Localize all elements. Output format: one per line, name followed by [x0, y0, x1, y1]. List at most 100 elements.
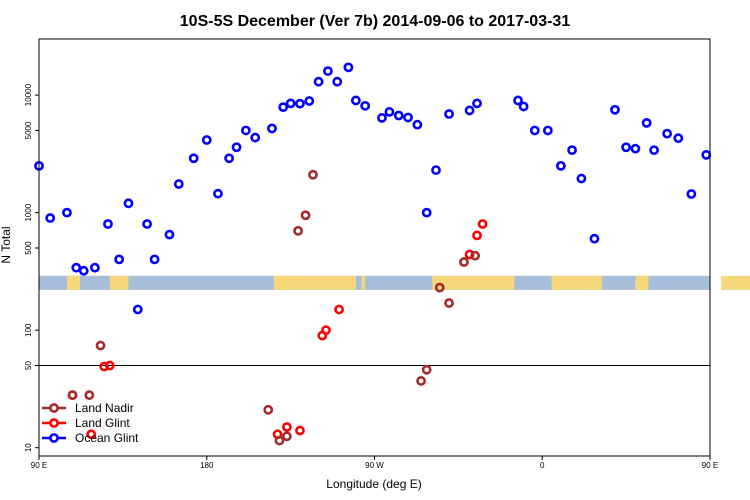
data-point	[472, 230, 482, 241]
series-land-glint	[67, 219, 488, 440]
data-point	[673, 133, 684, 144]
y-tick-label: 100	[24, 323, 33, 337]
map-land	[551, 275, 602, 290]
data-point	[300, 210, 311, 221]
data-point	[431, 165, 441, 176]
data-point	[421, 207, 432, 218]
data-point	[576, 173, 587, 184]
data-point	[464, 105, 475, 116]
data-point	[555, 160, 566, 171]
map-land	[361, 275, 366, 290]
data-point	[142, 219, 153, 229]
y-axis: 10 50 100 500 1000 5000 10000	[24, 83, 39, 452]
y-tick-label: 500	[24, 241, 33, 255]
data-point	[308, 169, 318, 180]
data-point	[464, 249, 475, 260]
data-point	[201, 135, 212, 145]
data-point	[384, 106, 395, 117]
data-point	[104, 360, 115, 371]
data-point	[293, 225, 303, 236]
map-land	[635, 275, 649, 290]
data-point	[149, 254, 160, 265]
y-tick-label: 50	[24, 361, 33, 370]
data-point	[444, 109, 454, 119]
data-point	[649, 145, 659, 156]
data-point	[444, 298, 454, 308]
x-tick-label: 180	[200, 461, 214, 470]
data-point	[123, 198, 134, 209]
data-point	[213, 188, 223, 199]
data-point	[321, 325, 331, 336]
data-point	[529, 125, 540, 136]
data-point	[542, 125, 553, 136]
x-tick-label: 0	[540, 461, 545, 470]
data-point	[90, 262, 100, 273]
data-point	[274, 435, 285, 446]
data-point	[630, 143, 641, 154]
data-point	[281, 422, 292, 432]
map-land	[66, 275, 81, 290]
data-point	[472, 98, 482, 109]
data-point	[343, 62, 354, 73]
x-axis-label: Longitude (deg E)	[326, 477, 421, 491]
data-point	[67, 390, 78, 401]
map-land	[273, 275, 356, 290]
data-point	[434, 282, 445, 293]
data-point	[350, 95, 361, 106]
data-point	[295, 425, 305, 436]
data-point	[412, 119, 423, 130]
data-point	[332, 76, 343, 87]
chart-title: 10S-5S December (Ver 7b) 2014-09-06 to 2…	[180, 13, 571, 30]
data-point	[403, 112, 413, 123]
data-point	[513, 95, 523, 106]
data-point	[323, 66, 333, 76]
data-point	[99, 361, 110, 372]
data-point	[641, 117, 652, 128]
data-point	[164, 229, 175, 240]
data-point	[518, 101, 529, 112]
data-point	[224, 153, 235, 164]
data-point	[295, 98, 305, 109]
y-tick-label: 10000	[24, 83, 33, 106]
data-point	[62, 207, 72, 218]
data-point	[84, 390, 95, 401]
data-point	[285, 98, 296, 109]
legend-label: Land Nadir	[75, 401, 134, 415]
data-point	[477, 219, 488, 229]
series-ocean-glint	[34, 62, 712, 315]
legend-marker	[49, 403, 59, 413]
map-land	[737, 275, 750, 290]
map-land	[721, 275, 740, 290]
data-point	[313, 76, 324, 87]
x-axis: 90 E 180 90 W 0 90 E	[31, 456, 718, 470]
series-land-nadir	[67, 169, 481, 446]
data-point	[86, 429, 97, 440]
map-land	[109, 275, 129, 290]
data-point	[567, 145, 577, 156]
legend-marker	[49, 418, 59, 428]
legend-marker	[49, 433, 59, 443]
data-point	[610, 104, 620, 115]
x-tick-label: 90 W	[365, 461, 384, 470]
data-point	[459, 257, 469, 267]
data-point	[470, 250, 481, 261]
data-point	[421, 364, 432, 375]
data-point	[304, 96, 315, 106]
data-point	[278, 102, 289, 113]
data-point	[95, 340, 106, 351]
legend-label: Ocean Glint	[75, 431, 139, 445]
y-tick-label: 5000	[24, 121, 33, 139]
data-point	[188, 153, 199, 164]
data-point	[240, 125, 251, 136]
map-ocean	[39, 275, 710, 290]
legend-label: Land Glint	[75, 416, 130, 430]
data-point	[621, 142, 632, 153]
data-point	[377, 112, 387, 123]
y-tick-label: 10	[24, 443, 33, 452]
data-point	[45, 213, 56, 223]
data-point	[686, 189, 697, 199]
plot-area	[38, 38, 711, 457]
data-point	[393, 110, 404, 121]
data-point	[132, 304, 143, 315]
